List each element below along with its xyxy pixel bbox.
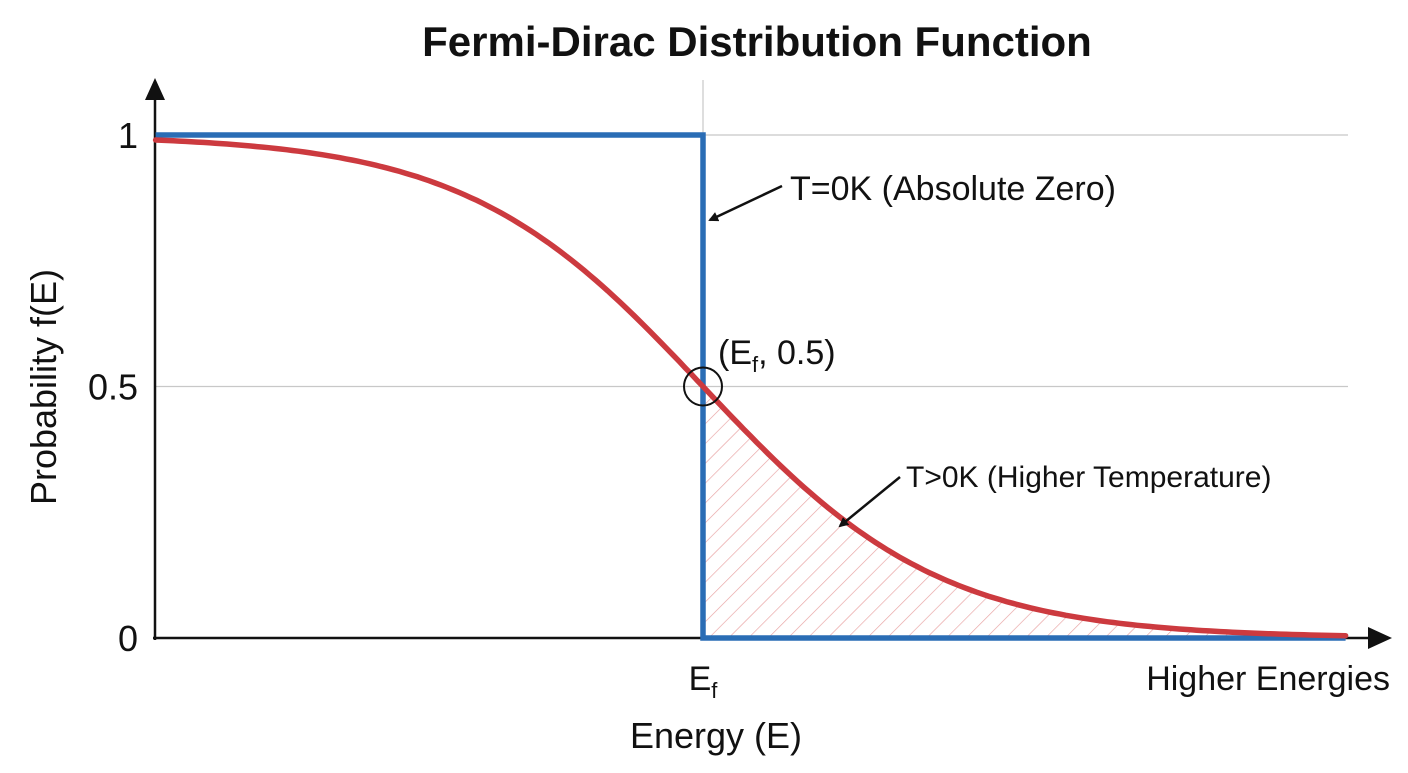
annotation-t0-arrow [708, 184, 783, 222]
y-tick-label: 0.5 [88, 367, 138, 408]
x-axis-label: Energy (E) [630, 715, 802, 756]
hatched-area [703, 386, 1346, 638]
series-tpos-curve [152, 137, 1349, 639]
x-tick-ef: Ef [689, 660, 719, 703]
y-tick-label: 1 [118, 115, 138, 156]
annotation-t0: T=0K (Absolute Zero) [790, 170, 1116, 208]
annotation-point: (Ef, 0.5) [718, 334, 836, 377]
fermi-level-marker [683, 366, 723, 407]
annotation-tpos-arrow [838, 476, 901, 528]
x-axis-arrow-icon [1368, 627, 1392, 649]
chart-title: Fermi-Dirac Distribution Function [422, 18, 1092, 65]
x-end-label: Higher Energies [1146, 660, 1390, 698]
y-axis-arrow-icon [145, 78, 165, 100]
annotation-tpos: T>0K (Higher Temperature) [906, 461, 1271, 494]
y-axis-label: Probability f(E) [23, 269, 64, 505]
y-tick-label: 0 [118, 618, 138, 659]
